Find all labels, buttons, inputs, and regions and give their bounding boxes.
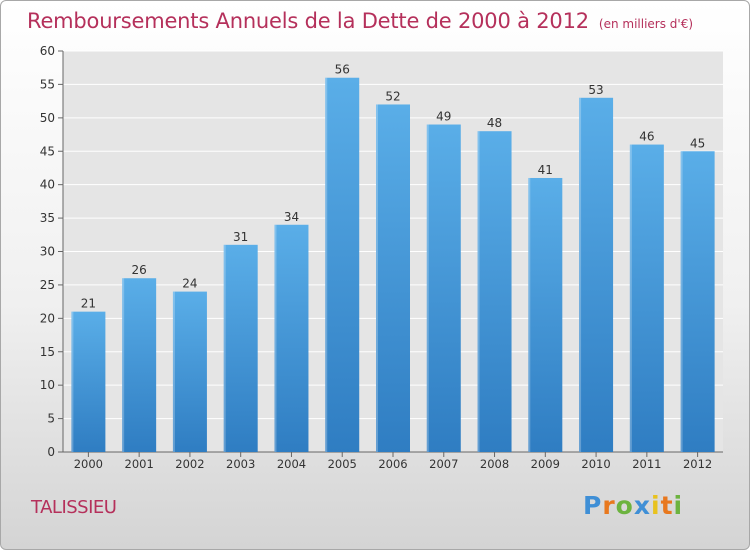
x-tick-label: 2006 bbox=[378, 457, 407, 471]
bar-highlight-2009 bbox=[528, 177, 531, 452]
y-tick-label: 0 bbox=[47, 445, 55, 459]
y-tick-label: 60 bbox=[40, 44, 55, 58]
x-tick-label: 2001 bbox=[125, 457, 154, 471]
y-tick-label: 55 bbox=[40, 77, 55, 91]
bar-highlight-2007 bbox=[426, 124, 429, 453]
x-tick-label: 2007 bbox=[429, 457, 458, 471]
data-label-2000: 21 bbox=[81, 297, 96, 311]
x-tick-label: 2010 bbox=[581, 457, 610, 471]
y-tick-label: 45 bbox=[40, 144, 55, 158]
bar-2005 bbox=[325, 77, 360, 452]
x-tick-label: 2002 bbox=[175, 457, 204, 471]
x-tick-label: 2004 bbox=[277, 457, 306, 471]
bar-highlight-2005 bbox=[325, 77, 328, 452]
bar-2011 bbox=[629, 144, 664, 453]
data-labels: 21 26 24 31 34 56 52 49 48 41 53 46 45 bbox=[81, 63, 706, 311]
bar-2010 bbox=[579, 97, 614, 453]
logo-letter: r bbox=[602, 491, 616, 520]
y-tick-label: 40 bbox=[40, 178, 55, 192]
data-label-2008: 48 bbox=[487, 116, 502, 130]
bar-2001 bbox=[122, 278, 157, 452]
data-label-2001: 26 bbox=[132, 263, 147, 277]
bar-highlight-2003 bbox=[223, 244, 226, 452]
bar-2003 bbox=[223, 244, 258, 452]
y-tick-label: 30 bbox=[40, 245, 55, 259]
y-axis-ticks: 0 5 10 15 20 25 30 35 40 45 50 55 60 bbox=[40, 44, 63, 459]
bar-highlight-2010 bbox=[579, 97, 582, 453]
bar-highlight-2012 bbox=[680, 151, 683, 452]
bar-2002 bbox=[172, 291, 207, 452]
logo-letter: t bbox=[660, 491, 674, 520]
data-label-2004: 34 bbox=[284, 210, 299, 224]
bar-highlight-2000 bbox=[71, 311, 74, 452]
x-tick-label: 2011 bbox=[632, 457, 661, 471]
data-label-2007: 49 bbox=[436, 110, 451, 124]
bar-2008 bbox=[477, 131, 512, 452]
y-tick-label: 20 bbox=[40, 311, 55, 325]
x-tick-label: 2008 bbox=[480, 457, 509, 471]
logo-letter: i bbox=[651, 491, 661, 520]
chart-unit: (en milliers d'€) bbox=[598, 17, 694, 31]
chart-title: Remboursements Annuels de la Dette de 20… bbox=[27, 9, 589, 33]
x-tick-label: 2005 bbox=[328, 457, 357, 471]
proxiti-logo: Proxiti bbox=[583, 491, 683, 520]
x-axis-ticks: 2000 2001 2002 2003 2004 2005 2006 2007 2008 2009… bbox=[74, 452, 712, 471]
data-label-2012: 45 bbox=[690, 136, 705, 150]
data-label-2011: 46 bbox=[639, 130, 654, 144]
logo-letter: i bbox=[673, 491, 684, 520]
data-label-2010: 53 bbox=[588, 83, 603, 97]
y-tick-label: 50 bbox=[40, 111, 55, 125]
x-tick-label: 2000 bbox=[74, 457, 103, 471]
bar-highlight-2002 bbox=[172, 291, 175, 452]
data-label-2003: 31 bbox=[233, 230, 248, 244]
y-tick-label: 15 bbox=[40, 345, 55, 359]
bar-highlight-2006 bbox=[376, 104, 378, 452]
x-tick-label: 2009 bbox=[531, 457, 560, 471]
data-label-2005: 56 bbox=[335, 63, 350, 77]
logo-letter: o bbox=[615, 491, 634, 520]
commune-name: TALISSIEU bbox=[31, 497, 117, 518]
bar-highlight-2011 bbox=[629, 144, 632, 453]
x-tick-label: 2003 bbox=[226, 457, 255, 471]
logo-letter: x bbox=[633, 491, 651, 520]
bar-2004 bbox=[274, 224, 309, 452]
y-tick-label: 35 bbox=[40, 211, 55, 225]
x-tick-label: 2012 bbox=[683, 457, 712, 471]
bars bbox=[71, 77, 715, 453]
y-tick-label: 25 bbox=[40, 278, 55, 292]
bar-2009 bbox=[528, 177, 563, 452]
bar-highlight-2008 bbox=[477, 131, 480, 452]
bar-2000 bbox=[71, 311, 106, 452]
bar-highlight-2001 bbox=[122, 278, 125, 452]
data-label-2009: 41 bbox=[538, 163, 553, 177]
bar-2006 bbox=[376, 104, 410, 452]
logo-letter: P bbox=[583, 491, 603, 520]
y-tick-label: 10 bbox=[40, 378, 55, 392]
data-label-2002: 24 bbox=[182, 277, 197, 291]
data-label-2006: 52 bbox=[385, 89, 400, 103]
bar-2012 bbox=[680, 151, 715, 452]
bar-highlight-2004 bbox=[274, 224, 277, 452]
chart-title-group: Remboursements Annuels de la Dette de 20… bbox=[27, 9, 693, 33]
y-tick-label: 5 bbox=[47, 412, 55, 426]
bar-2007 bbox=[426, 124, 461, 453]
